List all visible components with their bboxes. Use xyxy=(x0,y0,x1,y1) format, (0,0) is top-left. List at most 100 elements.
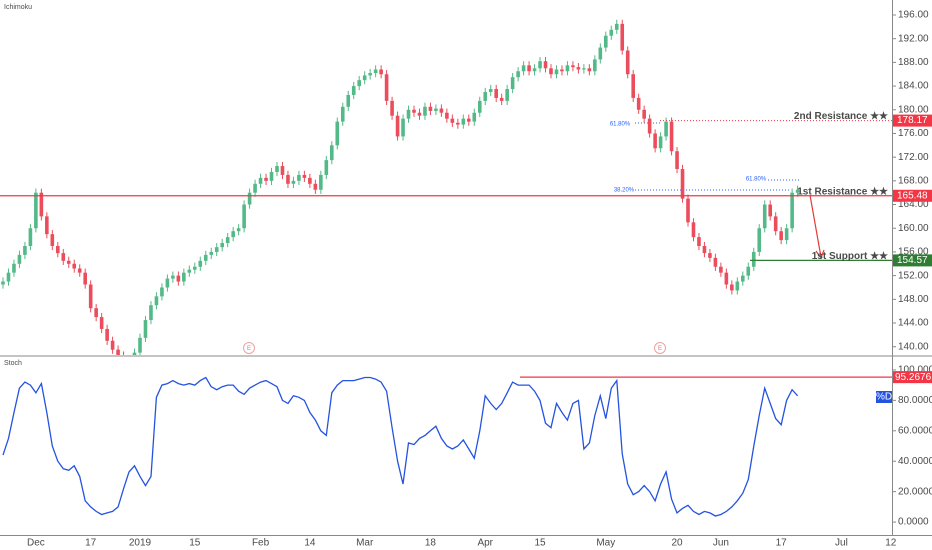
candle-body xyxy=(521,65,526,72)
candle-body xyxy=(154,296,159,306)
candle-body xyxy=(83,272,87,285)
x-tick-label: 20 xyxy=(671,538,683,549)
candle-body xyxy=(110,340,115,350)
candle-body xyxy=(614,23,619,30)
candle-body xyxy=(691,222,696,238)
candle-body xyxy=(472,112,477,122)
candle-body xyxy=(697,237,701,247)
candle-body xyxy=(302,174,307,178)
candle-body xyxy=(505,89,509,101)
candle-body xyxy=(757,228,762,252)
candle-body xyxy=(423,106,427,116)
candle-body xyxy=(445,112,449,119)
y-tick-label: 164.00 xyxy=(898,199,929,210)
y-tick-label: 184.00 xyxy=(898,81,929,92)
candle-body xyxy=(434,108,438,111)
candle-body xyxy=(253,183,257,193)
candle-body xyxy=(269,171,274,181)
candle-body xyxy=(34,192,38,229)
candle-body xyxy=(499,97,504,101)
stoch-pane xyxy=(2,376,892,517)
candle-body xyxy=(719,266,723,273)
fib-label: 61.80% xyxy=(610,122,631,128)
candle-body xyxy=(313,183,318,190)
candle-body xyxy=(17,254,22,264)
axis-layer: 140.00 144.00 148.00 152.00 156.00 160.00 164.… xyxy=(27,10,932,549)
fib-label: 38.20% xyxy=(614,188,635,194)
level-label: 1st Resistance ★★ xyxy=(797,186,888,197)
legend-box xyxy=(876,391,892,403)
candle-body xyxy=(636,97,641,110)
candle-body xyxy=(406,109,411,119)
y-tick-label: 140.00 xyxy=(898,341,929,352)
y-tick-label: 192.00 xyxy=(898,33,929,44)
candle-body xyxy=(461,118,466,125)
candle-body xyxy=(105,328,109,341)
candle-body xyxy=(291,180,296,184)
candle-body xyxy=(642,109,646,119)
candle-body xyxy=(247,192,252,205)
candle-body xyxy=(193,266,197,270)
event-label: E xyxy=(658,346,662,352)
candle-body xyxy=(746,266,751,276)
level-label: 2nd Resistance ★★ xyxy=(794,111,888,122)
candle-body xyxy=(768,204,772,217)
x-tick-label: May xyxy=(596,538,615,549)
candle-body xyxy=(730,284,734,291)
candle-body xyxy=(565,65,570,72)
candle-body xyxy=(335,121,340,146)
candle-body xyxy=(39,192,44,217)
candle-body xyxy=(61,253,66,261)
value-box-label: 95.2676 xyxy=(895,372,932,383)
candle-body xyxy=(94,308,98,318)
candle-body xyxy=(6,272,11,282)
candle-body xyxy=(527,65,531,72)
candle-body xyxy=(779,231,783,241)
candle-body xyxy=(373,69,378,74)
x-tick-label: 14 xyxy=(304,538,316,549)
y-tick-label: 80.0000 xyxy=(898,395,932,406)
candle-body xyxy=(686,198,690,223)
price-box xyxy=(893,189,932,202)
candle-body xyxy=(297,174,301,181)
candle-body xyxy=(308,177,312,184)
candle-body xyxy=(494,89,498,98)
y-tick-label: 144.00 xyxy=(898,318,929,329)
candle-body xyxy=(357,80,361,87)
candle-body xyxy=(258,177,263,184)
candle-body xyxy=(160,287,164,297)
candle-body xyxy=(428,106,433,111)
price-box xyxy=(893,254,932,267)
candle-body xyxy=(66,260,71,264)
candle-body xyxy=(647,118,652,134)
y-tick-label: 196.00 xyxy=(898,10,929,21)
candle-body xyxy=(203,254,208,261)
y-tick-label: 100.0000 xyxy=(898,365,932,376)
candle-body xyxy=(417,112,422,116)
candle-body xyxy=(587,68,592,72)
candle-body xyxy=(346,94,351,107)
candle-body xyxy=(132,352,137,355)
projection-arrow xyxy=(809,194,825,260)
candle-body xyxy=(165,278,170,288)
y-tick-label: 40.0000 xyxy=(898,456,932,467)
candle-body xyxy=(773,216,778,232)
candle-body xyxy=(680,168,685,199)
candle-body xyxy=(713,257,718,267)
candle-body xyxy=(379,69,383,75)
candle-body xyxy=(790,192,794,229)
candle-body xyxy=(275,166,279,172)
candle-body xyxy=(593,59,597,72)
candle-body xyxy=(362,75,367,81)
candle-body xyxy=(724,272,729,285)
x-tick-label: Mar xyxy=(356,538,374,549)
candle-body xyxy=(762,204,767,229)
y-tick-label: 0.0000 xyxy=(898,517,929,528)
candle-body xyxy=(231,231,235,238)
x-tick-label: 18 xyxy=(425,538,437,549)
candle-body xyxy=(450,118,455,123)
candle-body xyxy=(395,115,400,137)
candle-body xyxy=(658,136,663,149)
fib-label: 61.80% xyxy=(746,177,767,183)
candle-body xyxy=(702,246,707,254)
